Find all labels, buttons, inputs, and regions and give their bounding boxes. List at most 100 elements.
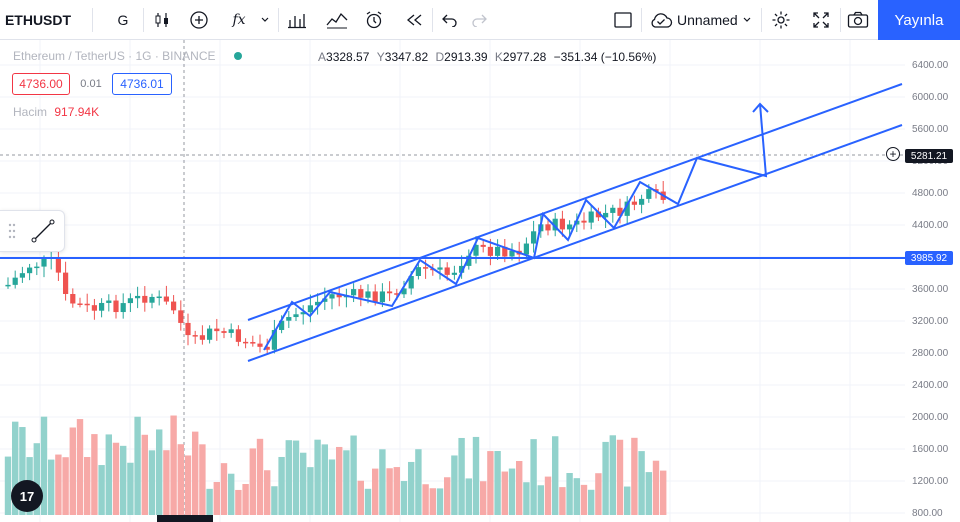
volume-bar	[314, 439, 321, 515]
volume-bar	[530, 439, 537, 515]
candle-body	[171, 301, 177, 311]
volume-bar	[487, 451, 494, 515]
interval-button[interactable]: G	[117, 12, 129, 28]
high-value: 3347.82	[384, 50, 429, 64]
volume-bar	[616, 439, 624, 515]
top-toolbar: ETHUSDT G fx Unnamed	[0, 0, 960, 40]
candle-body	[394, 293, 400, 295]
volume-bar	[300, 452, 307, 515]
candles-icon[interactable]	[149, 0, 175, 40]
volume-bar	[98, 465, 105, 515]
volume-bar	[213, 481, 220, 515]
wave-projection-path	[263, 103, 768, 351]
candle-body	[279, 320, 285, 330]
buy-price-button[interactable]: 4736.01	[112, 73, 172, 95]
candle-body	[624, 201, 630, 216]
camera-icon[interactable]	[845, 0, 871, 40]
layout-select-icon[interactable]	[610, 0, 636, 40]
market-status-icon[interactable]	[233, 52, 242, 60]
low-label: D	[435, 50, 445, 64]
candle-body	[55, 257, 61, 273]
price-tick-label: 2800.00	[912, 348, 949, 359]
volume-bar	[292, 440, 300, 515]
price-tick-label: 6000.00	[912, 92, 949, 103]
undo-icon[interactable]	[437, 0, 463, 40]
candle-body	[135, 295, 141, 299]
chevron-down-icon[interactable]	[258, 0, 272, 40]
alert-icon[interactable]	[361, 0, 387, 40]
fx-indicators-button[interactable]: fx	[232, 12, 246, 28]
candle-body	[106, 300, 112, 303]
close-label: K	[494, 50, 503, 64]
toolbar-divider	[641, 8, 642, 32]
candlesticks	[5, 180, 666, 355]
candle-body	[5, 284, 11, 287]
price-axis: 6400.006000.005600.005200.004800.004400.…	[912, 60, 949, 519]
volume-bars	[4, 415, 667, 515]
symbol-title[interactable]: Ethereum / TetherUS · 1G · BINANCE	[13, 49, 216, 63]
volume-bar	[645, 472, 652, 515]
volume-bar	[588, 489, 595, 515]
price-tick-label: 4400.00	[912, 220, 949, 231]
fullscreen-icon[interactable]	[808, 0, 834, 40]
volume-bar	[372, 468, 379, 515]
compare-icon[interactable]	[324, 0, 350, 40]
templates-icon[interactable]	[284, 0, 310, 40]
volume-label[interactable]: Hacim	[13, 105, 48, 119]
candle-body	[178, 310, 184, 323]
volume-bar	[609, 435, 616, 515]
tradingview-logo[interactable]: 17	[11, 480, 43, 512]
trend-line-icon	[31, 219, 55, 243]
redo-icon[interactable]	[466, 0, 492, 40]
volume-bar	[278, 456, 285, 515]
volume-bar	[228, 473, 235, 515]
candle-body	[581, 220, 587, 223]
candle-body	[559, 218, 565, 230]
volume-bar	[364, 488, 372, 515]
price-chart[interactable]: 6400.006000.005600.005200.004800.004400.…	[0, 40, 960, 522]
volume-bar	[566, 473, 573, 515]
candle-body	[271, 329, 277, 350]
publish-button[interactable]: Yayınla	[878, 0, 960, 40]
price-tick-label: 2000.00	[912, 412, 949, 423]
support-line-price-label: 3985.92	[905, 251, 953, 265]
replay-icon[interactable]	[401, 0, 427, 40]
volume-bar	[48, 459, 55, 515]
candle-body	[127, 298, 133, 304]
volume-bar	[386, 468, 393, 515]
volume-bar	[652, 460, 660, 515]
candle-body	[300, 312, 306, 315]
symbol-search-button[interactable]: ETHUSDT	[4, 12, 72, 28]
volume-bar	[422, 484, 429, 515]
candle-body	[77, 303, 83, 305]
candle-body	[163, 296, 169, 302]
volume-bar	[379, 449, 386, 515]
sell-price-button[interactable]: 4736.00	[12, 73, 70, 95]
candle-body	[199, 335, 205, 340]
indicators-add-icon[interactable]	[186, 0, 212, 40]
volume-bar	[249, 448, 256, 515]
candle-body	[207, 328, 213, 340]
candle-body	[595, 211, 601, 218]
chevron-down-icon[interactable]	[740, 0, 754, 40]
chart-grid	[0, 40, 905, 522]
volume-bar	[69, 427, 76, 515]
volume-bar	[76, 419, 84, 515]
volume-bar	[357, 480, 364, 515]
volume-bar	[141, 434, 148, 515]
change-value: −351.34 (−10.56%)	[553, 50, 657, 64]
volume-bar	[321, 444, 328, 515]
candle-body	[401, 288, 407, 295]
cloud-save-icon[interactable]	[648, 0, 674, 40]
add-plus-icon[interactable]: +	[886, 147, 900, 161]
crosshair-price-label: 5281.21	[905, 149, 953, 163]
gear-icon[interactable]	[768, 0, 794, 40]
volume-bar	[436, 488, 444, 515]
price-tick-label: 800.00	[912, 508, 943, 519]
volume-bar	[84, 457, 91, 515]
layout-name-label[interactable]: Unnamed	[677, 12, 738, 28]
close-value: 2977.28	[502, 50, 547, 64]
volume-bar	[602, 441, 609, 515]
candle-body	[495, 246, 501, 256]
volume-bar	[220, 463, 228, 515]
